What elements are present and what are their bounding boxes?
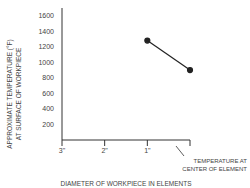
svg-text:APPROXIMATE TEMPERATURE (°F): APPROXIMATE TEMPERATURE (°F) [8,39,14,149]
svg-text:TEMPERATURE AT: TEMPERATURE AT [194,158,242,164]
svg-text:3": 3" [59,147,66,154]
svg-text:400: 400 [42,105,54,112]
svg-text:1200: 1200 [38,43,54,50]
svg-text:1000: 1000 [38,59,54,66]
svg-text:1600: 1600 [38,12,54,19]
svg-text:800: 800 [42,74,54,81]
svg-text:CENTER OF ELEMENT: CENTER OF ELEMENT [182,166,242,172]
svg-text:1": 1" [144,147,151,154]
svg-text:200: 200 [42,121,54,128]
svg-text:600: 600 [42,90,54,97]
svg-text:2": 2" [101,147,108,154]
svg-text:DIAMETER OF WORKPIECE IN ELEME: DIAMETER OF WORKPIECE IN ELEMENTS [60,180,192,187]
svg-text:AT SURFACE OF WORKPIECE: AT SURFACE OF WORKPIECE [15,47,22,140]
svg-text:1400: 1400 [38,28,54,35]
